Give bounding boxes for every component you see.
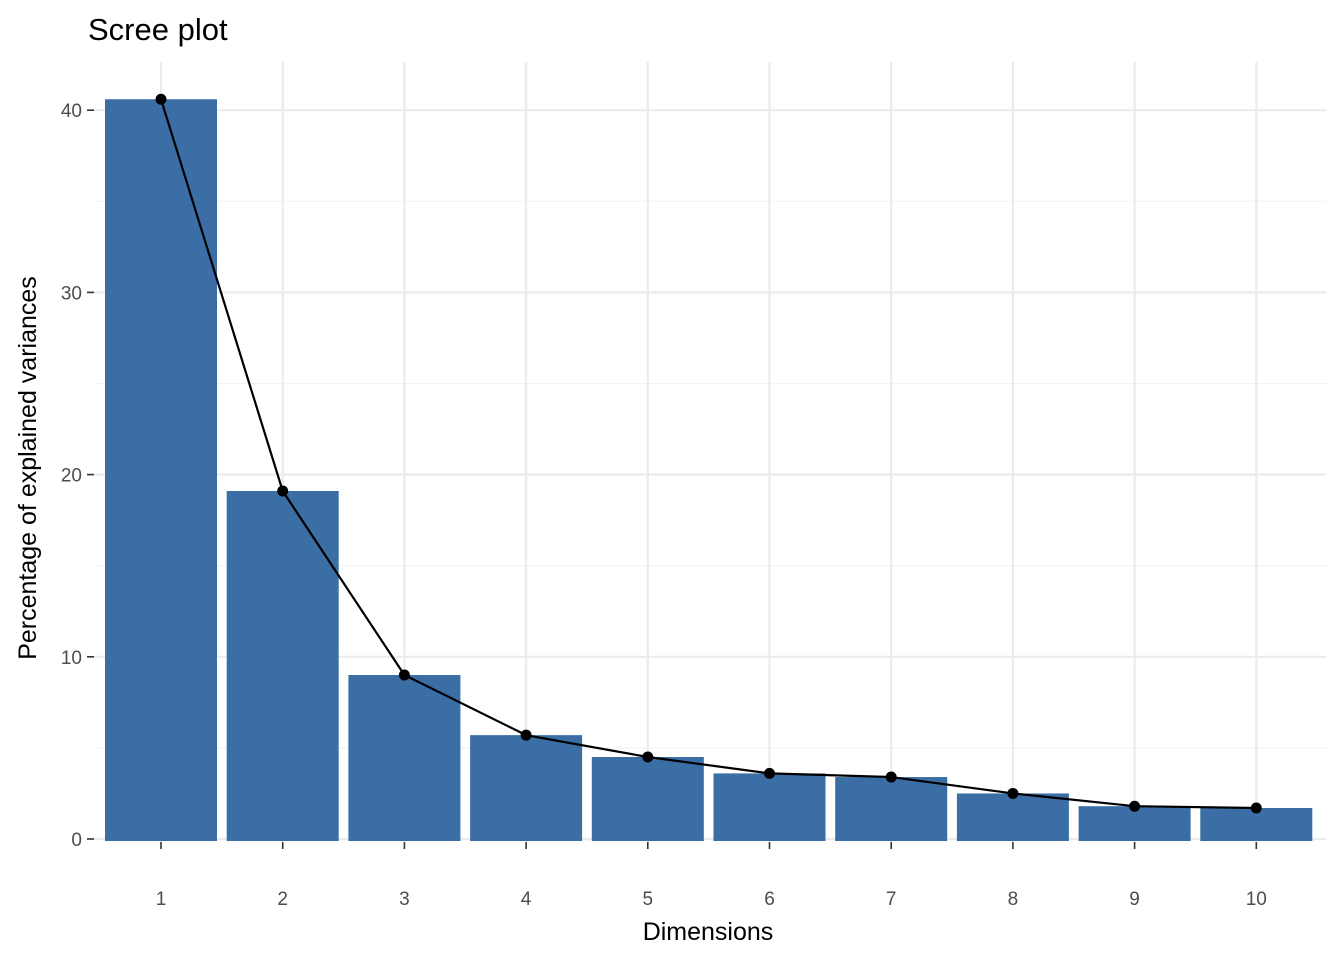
y-tick-label: 10 xyxy=(61,648,82,669)
line-series xyxy=(159,98,1257,810)
x-axis: 1 2 3 4 5 6 7 8 9 10 xyxy=(156,842,1267,910)
y-tick-label: 20 xyxy=(61,466,82,487)
x-tick-label: 8 xyxy=(1008,889,1019,910)
x-tick-label: 5 xyxy=(643,889,654,910)
point-dimension-3 xyxy=(398,669,410,681)
point-dimension-1 xyxy=(155,93,167,105)
x-axis-title: Dimensions xyxy=(643,918,774,946)
bar-dimension-4 xyxy=(470,735,583,841)
x-tick-label: 6 xyxy=(764,889,775,910)
bar-dimension-3 xyxy=(348,675,461,841)
point-dimension-8 xyxy=(1007,787,1019,799)
x-tick-label: 4 xyxy=(521,889,532,910)
x-tick-label: 9 xyxy=(1129,889,1140,910)
y-tick-label: 40 xyxy=(61,101,82,122)
explained-variance-line xyxy=(159,98,1257,810)
x-tick-label: 3 xyxy=(399,889,410,910)
x-tick-label: 10 xyxy=(1246,889,1267,910)
bar-dimension-1 xyxy=(105,99,217,841)
bar-dimension-6 xyxy=(713,773,826,841)
bar-dimension-9 xyxy=(1078,806,1191,841)
point-dimension-9 xyxy=(1129,800,1141,812)
point-dimension-7 xyxy=(885,771,897,783)
bar-dimension-7 xyxy=(835,777,948,841)
x-tick-label: 7 xyxy=(886,889,897,910)
x-tick-label: 1 xyxy=(156,889,167,910)
point-dimension-10 xyxy=(1250,802,1262,814)
y-tick-label: 0 xyxy=(71,830,82,851)
point-dimension-4 xyxy=(520,729,532,741)
y-tick-label: 30 xyxy=(61,283,82,304)
bar-dimension-2 xyxy=(226,490,339,841)
bar-dimension-8 xyxy=(956,793,1069,841)
bars xyxy=(105,99,1313,841)
x-tick-label: 2 xyxy=(277,889,288,910)
point-dimension-6 xyxy=(764,767,775,779)
chart-title: Scree plot xyxy=(88,12,228,47)
y-axis: 0 10 20 30 40 xyxy=(61,101,94,851)
bar-dimension-5 xyxy=(591,757,704,841)
point-dimension-2 xyxy=(277,485,289,497)
line-points xyxy=(155,93,1262,814)
y-axis-title: Percentage of explained variances xyxy=(14,276,42,660)
point-dimension-5 xyxy=(642,751,654,763)
